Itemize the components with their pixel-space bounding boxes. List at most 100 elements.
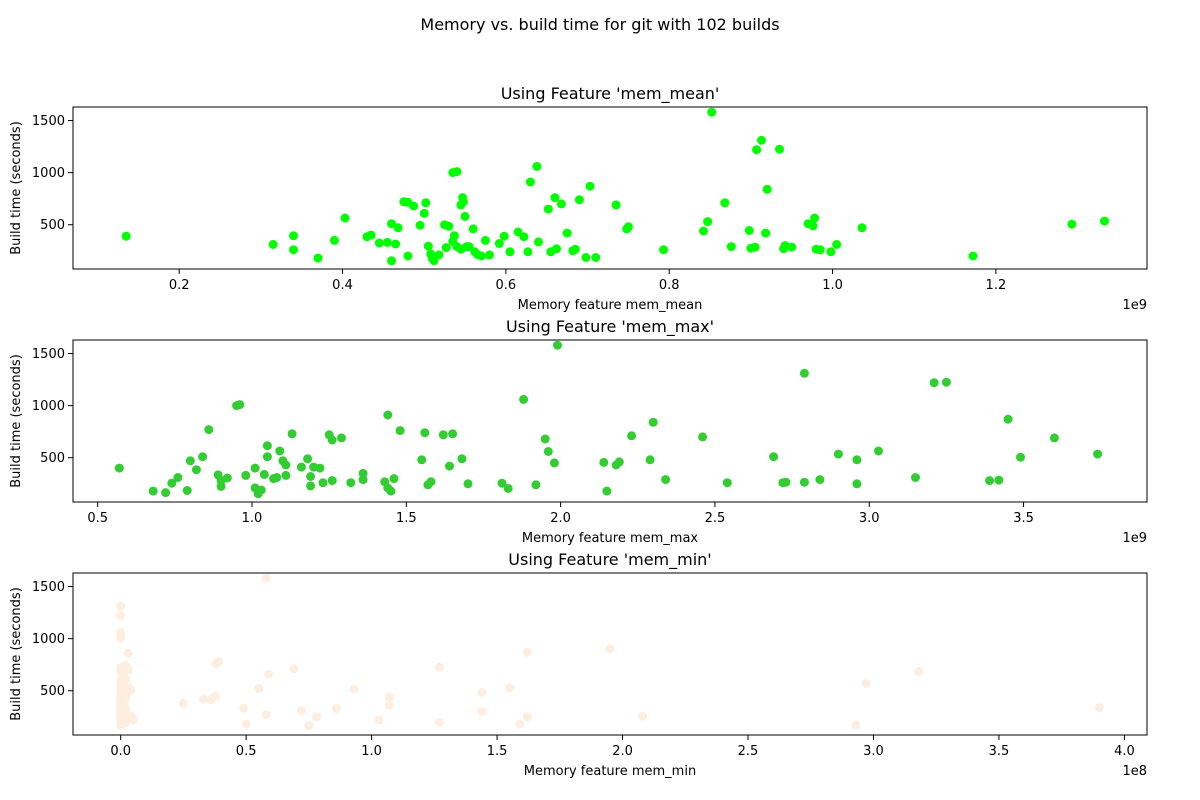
x-tick-label-mem-min-7: 3.5 <box>989 744 1010 759</box>
scatter-point-mem-max-49 <box>389 474 399 484</box>
scatter-point-mem-mean-62 <box>562 228 572 238</box>
scatter-point-mem-mean-5 <box>329 235 339 245</box>
scatter-point-mem-max-20 <box>256 485 266 495</box>
scatter-point-mem-mean-28 <box>441 243 451 253</box>
scatter-point-mem-max-77 <box>722 478 732 488</box>
scatter-point-mem-min-60 <box>384 700 394 710</box>
scatter-point-mem-mean-99 <box>1100 216 1109 226</box>
x-axis-ticks-mem-max: 0.5 1.0 1.5 2.0 2.5 3.0 3.5 <box>87 502 1034 526</box>
scatter-point-mem-max-94 <box>1016 452 1025 462</box>
scatter-point-mem-min-27 <box>121 674 131 684</box>
scatter-point-mem-mean-21 <box>421 198 431 208</box>
scatter-point-mem-min-67 <box>522 647 532 657</box>
scatter-point-mem-max-90 <box>941 377 951 387</box>
scatter-point-mem-min-32 <box>123 648 133 658</box>
scatter-point-mem-max-62 <box>519 394 529 404</box>
scatter-point-mem-max-25 <box>272 473 282 482</box>
subplot-mem-mean: Using Feature 'mem_mean' 0.2 0.4 0.6 0.8 1.0… <box>9 84 1148 313</box>
scatter-point-mem-min-61 <box>434 662 444 672</box>
scatter-point-mem-mean-91 <box>810 213 820 223</box>
scatter-point-mem-mean-64 <box>570 244 580 254</box>
scatter-point-mem-mean-49 <box>499 231 509 241</box>
scatter-point-mem-mean-11 <box>387 256 396 266</box>
scatter-point-mem-min-37 <box>126 685 136 695</box>
scatter-point-mem-max-29 <box>281 460 291 470</box>
scatter-points-mem-mean <box>121 107 1109 266</box>
x-axis-ticks-mem-mean: 0.2 0.4 0.6 0.8 1.0 1.2 <box>169 269 1006 293</box>
scatter-point-mem-max-89 <box>929 378 939 388</box>
scatter-point-mem-min-52 <box>289 664 299 674</box>
scatter-point-mem-mean-48 <box>494 239 504 248</box>
scatter-point-mem-min-47 <box>241 719 251 729</box>
scatter-point-mem-min-50 <box>261 710 271 720</box>
scatter-point-mem-max-39 <box>327 435 337 445</box>
scatter-point-mem-mean-85 <box>775 144 784 154</box>
x-axis-offset-mem-max: 1e9 <box>1122 531 1147 546</box>
scatter-point-mem-mean-47 <box>485 250 494 260</box>
scatter-point-mem-mean-39 <box>460 211 470 221</box>
y-tick-label-mem-mean-2: 1500 <box>32 114 65 129</box>
scatter-points-mem-max <box>114 340 1103 499</box>
scatter-point-mem-min-57 <box>349 684 359 694</box>
scatter-point-mem-min-33 <box>123 665 133 675</box>
scatter-point-mem-max-54 <box>426 477 436 487</box>
x-tick-label-mem-max-6: 3.5 <box>1013 511 1034 526</box>
scatter-point-mem-max-31 <box>296 462 306 472</box>
scatter-point-mem-max-95 <box>1049 433 1059 443</box>
subplot-title-mem-max: Using Feature 'mem_max' <box>506 317 714 337</box>
scatter-point-mem-max-63 <box>531 480 541 490</box>
scatter-point-mem-mean-67 <box>585 181 595 191</box>
scatter-point-mem-max-76 <box>698 432 708 442</box>
x-axis-label-mem-mean: Memory feature mem_mean <box>518 298 703 313</box>
scatter-point-mem-min-55 <box>311 712 321 722</box>
scatter-point-mem-max-67 <box>553 340 562 350</box>
scatter-point-mem-mean-0 <box>121 231 131 241</box>
x-tick-label-mem-min-0: 0.0 <box>110 744 131 759</box>
scatter-point-mem-max-73 <box>645 455 655 465</box>
scatter-point-mem-mean-26 <box>434 250 444 260</box>
x-tick-label-mem-max-0: 0.5 <box>87 511 108 526</box>
scatter-point-mem-max-60 <box>497 478 507 488</box>
x-tick-label-mem-min-6: 3.0 <box>863 744 884 759</box>
scatter-point-mem-mean-2 <box>289 231 298 241</box>
scatter-point-mem-mean-1 <box>268 240 278 249</box>
scatter-point-mem-mean-90 <box>808 221 818 231</box>
scatter-point-mem-max-1 <box>148 486 158 496</box>
scatter-point-mem-min-0 <box>116 601 126 611</box>
x-tick-label-mem-mean-3: 0.8 <box>659 278 680 293</box>
scatter-point-mem-mean-45 <box>476 251 486 261</box>
x-tick-label-mem-min-8: 4.0 <box>1114 744 1135 759</box>
scatter-point-mem-mean-95 <box>832 240 842 249</box>
plot-frame-mem-mean <box>72 106 1148 270</box>
scatter-point-mem-mean-94 <box>826 247 836 257</box>
scatter-point-mem-max-69 <box>602 486 612 496</box>
scatter-point-mem-min-54 <box>304 721 314 731</box>
scatter-point-mem-max-36 <box>315 463 325 473</box>
y-tick-label-mem-min-2: 1500 <box>32 580 65 595</box>
y-tick-label-mem-min-0: 500 <box>40 684 65 699</box>
scatter-point-mem-mean-55 <box>532 161 542 171</box>
scatter-point-mem-max-58 <box>457 454 467 464</box>
scatter-point-mem-mean-61 <box>556 199 566 209</box>
scatter-point-mem-min-65 <box>505 683 515 693</box>
scatter-point-mem-max-21 <box>259 469 269 479</box>
scatter-point-mem-mean-96 <box>857 223 867 233</box>
scatter-point-mem-mean-66 <box>581 253 591 262</box>
scatter-point-mem-mean-71 <box>623 222 633 232</box>
scatter-point-mem-mean-32 <box>449 231 459 241</box>
scatter-point-mem-max-93 <box>1003 414 1013 424</box>
scatter-point-mem-max-26 <box>275 446 285 456</box>
scatter-point-mem-mean-12 <box>387 219 396 229</box>
x-tick-label-mem-mean-1: 0.4 <box>332 278 353 293</box>
scatter-point-mem-mean-19 <box>415 220 425 230</box>
scatter-point-mem-mean-68 <box>591 253 601 262</box>
scatter-point-mem-mean-38 <box>458 197 468 207</box>
scatter-point-mem-max-92 <box>994 475 1004 485</box>
scatter-point-mem-max-34 <box>306 481 316 491</box>
scatter-point-mem-min-63 <box>477 687 487 697</box>
scatter-point-mem-max-75 <box>661 475 671 485</box>
scatter-point-mem-mean-8 <box>366 230 376 240</box>
scatter-point-mem-max-59 <box>463 479 473 489</box>
scatter-point-mem-min-71 <box>851 720 861 730</box>
